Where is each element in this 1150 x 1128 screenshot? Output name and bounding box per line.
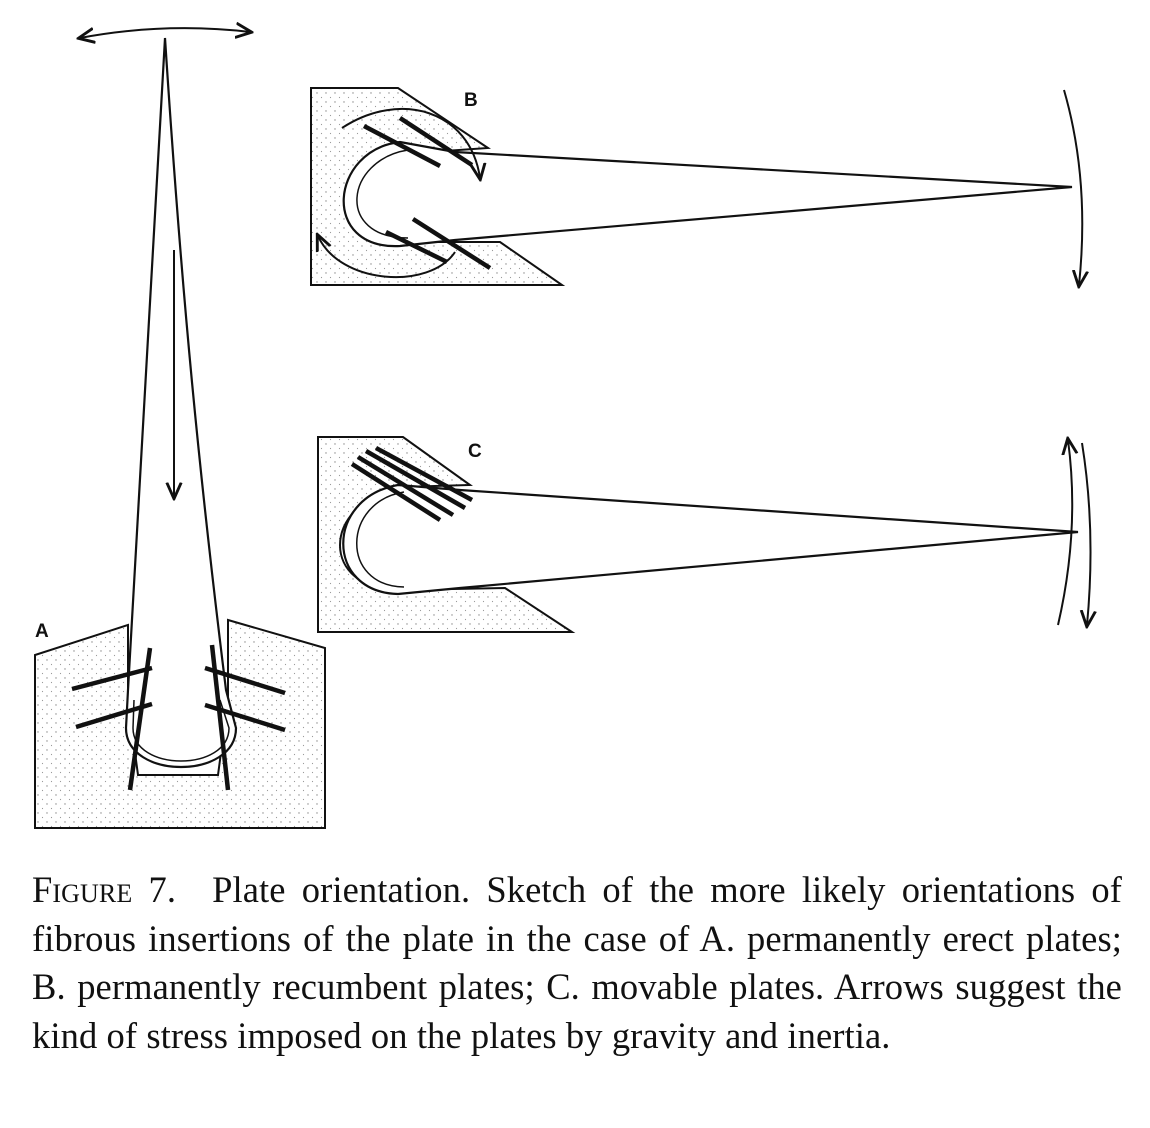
panel-a-fiber bbox=[127, 647, 153, 791]
panel-c-down-arrow bbox=[1082, 442, 1091, 625]
panel-a-fiber bbox=[204, 665, 286, 696]
panel-a-label: A bbox=[35, 621, 49, 642]
figure-7-diagram: A B C bbox=[34, 0, 1150, 829]
panel-c: C bbox=[317, 437, 1091, 633]
panel-b-fiber bbox=[362, 124, 442, 168]
panel-a-fiber bbox=[209, 644, 231, 791]
panel-b-fiber bbox=[398, 116, 474, 167]
panel-a-swing-arrow bbox=[80, 28, 250, 38]
panel-c-up-arrow bbox=[1057, 440, 1072, 626]
panel-c-fiber bbox=[356, 455, 455, 517]
panel-c-label: C bbox=[468, 441, 482, 462]
caption-heading: Figure 7. bbox=[32, 869, 177, 910]
panel-c-fiber bbox=[374, 446, 474, 502]
panel-b-plate bbox=[342, 140, 1073, 248]
panel-a: A bbox=[34, 28, 326, 829]
panel-b-fiber bbox=[411, 217, 492, 270]
panel-b-gravity-arrow bbox=[1063, 89, 1082, 285]
panel-c-fiber bbox=[364, 449, 467, 510]
panel-b-label: B bbox=[464, 90, 478, 111]
panel-b-rotation-arrow-top bbox=[341, 107, 480, 178]
panel-b-fiber bbox=[385, 229, 448, 265]
panel-c-fiber bbox=[350, 462, 442, 522]
panel-b-rotation-arrow-bottom bbox=[318, 236, 456, 279]
figure-caption: Figure 7. Plate orientation. Sketch of th… bbox=[32, 866, 1122, 1060]
panel-a-plate bbox=[124, 37, 238, 768]
panel-a-socket-line bbox=[132, 699, 230, 762]
panel-b-socket-line bbox=[356, 149, 409, 239]
caption-text: Plate orientation. Sketch of the more li… bbox=[32, 869, 1122, 1056]
panel-a-fiber bbox=[71, 665, 153, 692]
panel-b: B bbox=[310, 87, 1082, 285]
panel-c-socket-line bbox=[356, 491, 405, 588]
